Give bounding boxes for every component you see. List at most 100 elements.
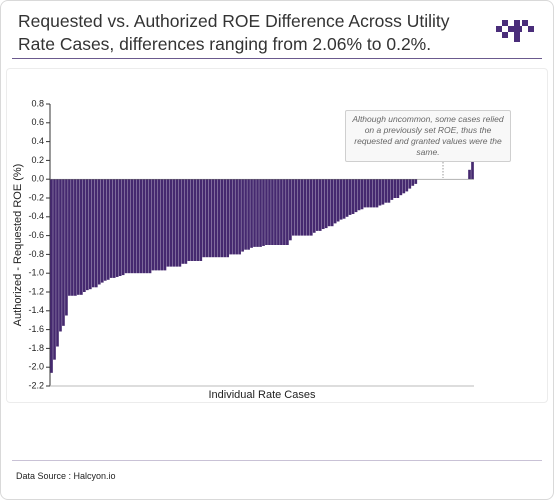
bar xyxy=(232,179,235,255)
bar xyxy=(411,179,415,186)
bar xyxy=(160,179,164,271)
bar xyxy=(121,179,125,276)
bar xyxy=(77,179,80,295)
bar xyxy=(393,179,397,198)
bar xyxy=(274,179,277,245)
bar xyxy=(202,179,206,258)
y-tick-label: -1.0 xyxy=(28,268,44,278)
bar xyxy=(339,179,343,220)
bar xyxy=(256,179,259,247)
bar xyxy=(136,179,140,274)
bar xyxy=(154,179,158,271)
bar xyxy=(184,179,188,264)
y-tick-label: 0.2 xyxy=(31,155,44,165)
bar xyxy=(277,179,280,245)
bar xyxy=(112,179,116,278)
bar xyxy=(405,179,409,192)
bar xyxy=(71,179,74,296)
bar xyxy=(360,179,364,210)
bar xyxy=(82,179,86,292)
bar xyxy=(381,179,385,205)
bar xyxy=(384,179,388,203)
bar xyxy=(127,179,131,274)
bar xyxy=(50,179,53,373)
bar xyxy=(214,179,218,258)
bar xyxy=(226,179,230,258)
bar xyxy=(402,179,406,194)
bar xyxy=(74,179,77,296)
bar xyxy=(205,179,209,258)
y-tick-label: -0.4 xyxy=(28,211,44,221)
bar xyxy=(330,179,334,227)
bar xyxy=(354,179,358,213)
bar xyxy=(309,179,313,236)
bar xyxy=(408,179,412,189)
bar xyxy=(471,160,474,180)
y-tick-label: 0.4 xyxy=(31,136,44,146)
bar xyxy=(342,179,346,219)
bar xyxy=(238,179,241,255)
bar xyxy=(223,179,227,258)
bar xyxy=(297,179,301,236)
y-axis-label: Authorized - Requested ROE (%) xyxy=(12,164,24,327)
bar xyxy=(148,179,152,274)
y-tick-label: -0.8 xyxy=(28,249,44,259)
bar xyxy=(390,179,394,200)
bar xyxy=(115,179,119,277)
bar xyxy=(321,179,325,230)
y-tick-label: 0.8 xyxy=(31,98,44,108)
page-title: Requested vs. Authorized ROE Difference … xyxy=(18,11,450,54)
bar xyxy=(250,179,253,248)
bar xyxy=(268,179,271,245)
bar xyxy=(372,179,376,208)
bar xyxy=(351,179,355,214)
bar xyxy=(375,179,379,208)
bar xyxy=(175,179,179,267)
bar xyxy=(91,179,95,288)
y-tick-label: -1.2 xyxy=(28,286,44,296)
bar xyxy=(306,179,310,236)
bar xyxy=(303,179,307,236)
y-tick-label: -2.0 xyxy=(28,362,44,372)
bar xyxy=(217,179,221,258)
bar xyxy=(241,179,244,252)
bar xyxy=(181,179,185,264)
bar xyxy=(65,179,68,316)
bar xyxy=(286,179,289,245)
bar xyxy=(187,179,191,261)
bar xyxy=(85,179,89,291)
bar xyxy=(283,179,286,245)
bar xyxy=(166,179,170,267)
bar xyxy=(130,179,134,274)
bar xyxy=(208,179,212,258)
bar xyxy=(468,169,471,180)
bar xyxy=(348,179,352,215)
y-tick-label: 0.6 xyxy=(31,117,44,127)
y-tick-label: -1.8 xyxy=(28,343,44,353)
y-tick-label: -0.6 xyxy=(28,230,44,240)
bar xyxy=(172,179,176,267)
bar xyxy=(88,179,92,290)
bar xyxy=(59,179,62,332)
bar xyxy=(53,179,56,360)
bar xyxy=(109,179,113,278)
bar xyxy=(271,179,274,245)
y-tick-label: -0.2 xyxy=(28,192,44,202)
bar xyxy=(142,179,146,274)
bar xyxy=(80,179,83,295)
bar xyxy=(106,179,110,280)
bar xyxy=(357,179,361,211)
bar xyxy=(145,179,149,274)
bar xyxy=(235,179,238,255)
bar xyxy=(292,179,295,236)
bar xyxy=(345,179,349,217)
chart-panel xyxy=(6,68,548,403)
bar xyxy=(62,179,65,326)
bar xyxy=(312,179,316,233)
bar xyxy=(169,179,173,267)
bar xyxy=(253,179,256,247)
bar xyxy=(378,179,382,206)
y-tick-label: -2.2 xyxy=(28,380,44,390)
bar xyxy=(318,179,322,231)
